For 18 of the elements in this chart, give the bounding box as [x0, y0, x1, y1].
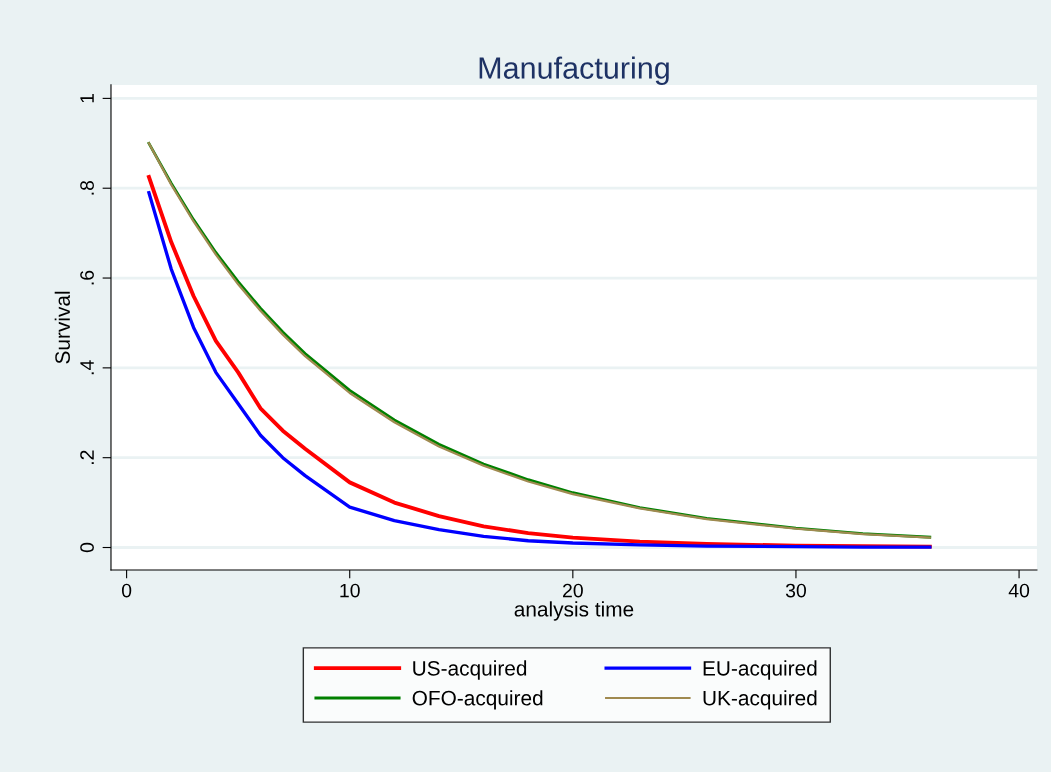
y-tick-label: 0 [80, 542, 94, 553]
legend-label: US-acquired [413, 660, 527, 680]
chart-title: Manufacturing [479, 56, 669, 85]
x-tick-label: 10 [340, 583, 360, 598]
x-axis-title: analysis time [514, 601, 634, 621]
y-tick-label: .4 [80, 360, 94, 375]
y-tick-label: 1 [80, 93, 94, 103]
y-tick-label: .2 [80, 450, 94, 465]
y-tick-label: .8 [80, 180, 94, 195]
legend-label: OFO-acquired [412, 690, 543, 710]
y-axis-title: Survival [54, 291, 70, 364]
y-tick-label: .6 [80, 270, 94, 285]
x-tick-label: 30 [785, 583, 807, 598]
legend-label: EU-acquired [703, 660, 817, 680]
legend-label: UK-acquired [703, 690, 817, 710]
x-tick-label: 40 [1008, 583, 1030, 598]
x-tick-label: 0 [121, 583, 132, 598]
x-tick-label: 20 [563, 583, 583, 598]
